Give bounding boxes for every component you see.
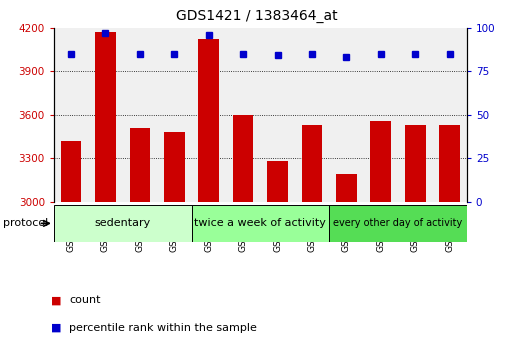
Bar <box>439 125 460 202</box>
Bar <box>405 125 425 202</box>
Bar <box>233 115 253 202</box>
Bar <box>302 125 322 202</box>
Text: GDS1421 / 1383464_at: GDS1421 / 1383464_at <box>175 9 338 23</box>
Text: sedentary: sedentary <box>94 218 151 228</box>
Bar <box>54 205 191 241</box>
Text: ■: ■ <box>51 323 62 333</box>
Bar <box>61 141 82 202</box>
Text: count: count <box>69 295 101 305</box>
Text: ■: ■ <box>51 295 62 305</box>
Text: protocol: protocol <box>3 218 48 228</box>
Bar <box>164 132 185 202</box>
Bar <box>370 120 391 202</box>
Bar <box>191 205 329 241</box>
Text: twice a week of activity: twice a week of activity <box>194 218 326 228</box>
Bar <box>336 174 357 202</box>
Bar <box>329 205 467 241</box>
Text: every other day of activity: every other day of activity <box>333 218 463 228</box>
Bar <box>199 39 219 202</box>
Bar <box>267 161 288 202</box>
Text: percentile rank within the sample: percentile rank within the sample <box>69 323 257 333</box>
Bar <box>130 128 150 202</box>
Bar <box>95 32 116 202</box>
